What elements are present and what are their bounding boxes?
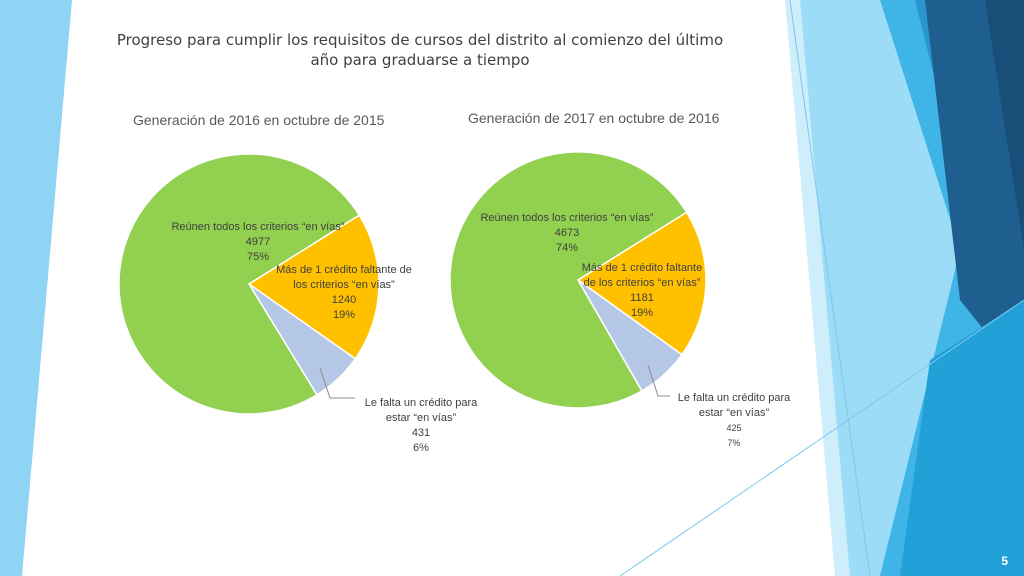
- pie1-slice-1: [576, 211, 707, 356]
- pie0-slice-0: [118, 153, 361, 415]
- slide-title-line-2: año para graduarse a tiempo: [310, 51, 530, 69]
- chart-title-2017: Generación de 2017 en octubre de 2016: [468, 110, 720, 126]
- right-decor-darker: [985, 0, 1024, 250]
- right-decor-dark: [925, 0, 1024, 380]
- pie1-slice-0: [449, 151, 688, 409]
- pie0-label-1: Más de 1 crédito faltante de los criterio…: [276, 264, 412, 321]
- pie0-label-2: Le falta un crédito para estar “en vías” 4…: [365, 397, 478, 454]
- right-decor-triangle: [900, 300, 1024, 576]
- left-decor-panel: [0, 0, 72, 576]
- pie1-leader-line: [647, 364, 670, 397]
- slide-title: Progreso para cumplir los requisitos de …: [110, 30, 730, 70]
- chart-title-2016: Generación de 2016 en octubre de 2015: [133, 112, 385, 128]
- pie1-label-2: Le falta un crédito para estar “en vías” 4…: [678, 392, 791, 448]
- pie0-slice-1: [247, 214, 380, 360]
- pie0-label-0: Reúnen todos los criterios “en vías” 4977…: [171, 221, 344, 263]
- pie1-label-1: Más de 1 crédito faltante de los criterio…: [582, 262, 702, 319]
- slide-title-line-1: Progreso para cumplir los requisitos de …: [116, 31, 724, 49]
- pie1-label-0: Reúnen todos los criterios “en vías” 4673…: [480, 212, 653, 254]
- pie0-leader-line: [319, 367, 355, 399]
- decor-line-1: [789, 0, 871, 576]
- slide-number: 5: [1001, 554, 1008, 568]
- decor-line-2: [619, 299, 1024, 576]
